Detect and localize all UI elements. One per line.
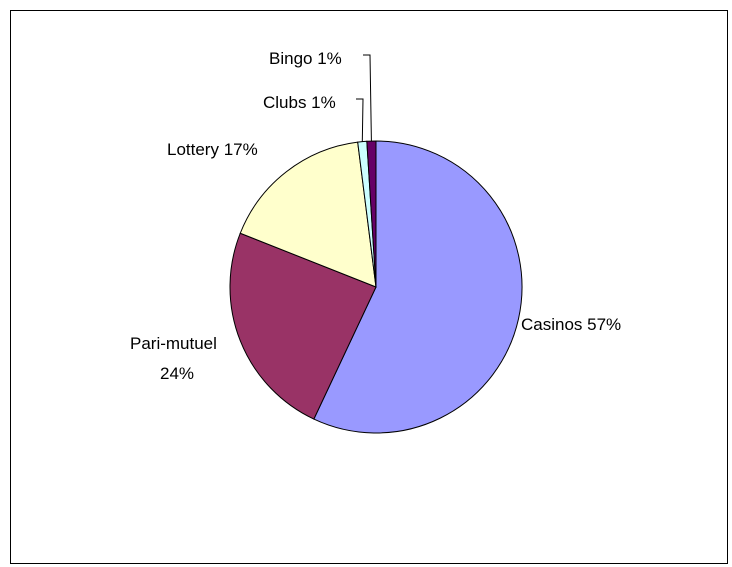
leader-line-clubs <box>356 98 364 142</box>
label-bingo: Bingo 1% <box>269 49 342 68</box>
leader-lines <box>356 54 372 142</box>
label-pari-mutuel-pct: 24% <box>160 364 194 383</box>
pie-slice-lottery <box>239 141 377 288</box>
pie-slice-pari-mutuel <box>229 232 377 420</box>
pie-slices <box>229 140 523 434</box>
label-lottery: Lottery 17% <box>167 140 258 159</box>
label-pari-mutuel-name: Pari-mutuel <box>130 334 217 353</box>
label-clubs: Clubs 1% <box>263 93 336 112</box>
pie-slice-casinos <box>313 140 523 434</box>
leader-line-bingo <box>363 54 372 142</box>
chart-frame: Casinos 57% Pari-mutuel 24% Lottery 17% … <box>10 10 728 564</box>
slice-labels: Casinos 57% Pari-mutuel 24% Lottery 17% … <box>130 49 621 383</box>
label-casinos: Casinos 57% <box>521 315 621 334</box>
pie-chart: Casinos 57% Pari-mutuel 24% Lottery 17% … <box>130 49 621 434</box>
